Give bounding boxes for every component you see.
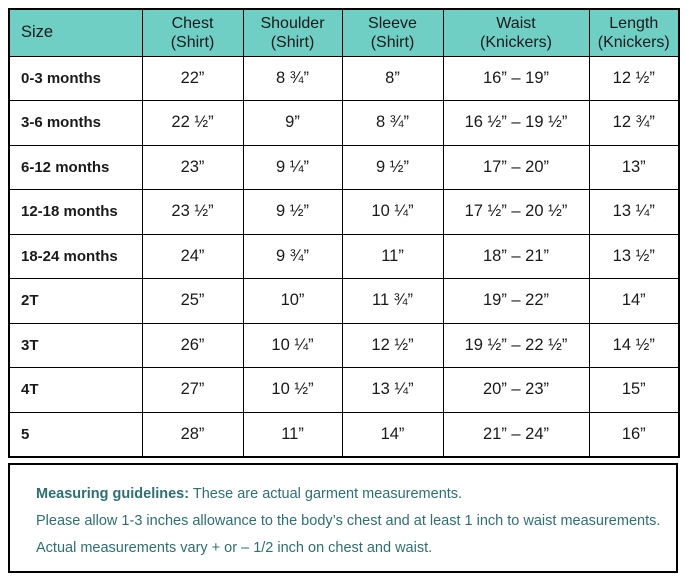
sleeve-cell: 11”: [341, 233, 444, 279]
sleeve-cell: 14”: [341, 411, 444, 457]
chest-cell: 24”: [141, 233, 244, 279]
size-table-body: 0-3 months 22” 8 ¾” 8” 16” – 19” 12 ½” 3…: [8, 55, 680, 457]
size-cell: 2T: [8, 278, 143, 324]
column-header-size: Size: [8, 8, 143, 57]
table-row: 3T 26” 10 ¼” 12 ½” 19 ½” – 22 ½” 14 ½”: [8, 322, 680, 368]
size-cell: 18-24 months: [8, 233, 143, 279]
sleeve-cell: 12 ½”: [341, 322, 444, 368]
length-cell: 12 ¾”: [588, 100, 680, 146]
length-cell: 16”: [588, 411, 680, 457]
chest-cell: 23”: [141, 144, 244, 190]
sleeve-cell: 11 ¾”: [341, 278, 444, 324]
length-cell: 14 ½”: [588, 322, 680, 368]
table-row: 0-3 months 22” 8 ¾” 8” 16” – 19” 12 ½”: [8, 55, 680, 101]
waist-cell: 19 ½” – 22 ½”: [442, 322, 590, 368]
waist-cell: 21” – 24”: [442, 411, 590, 457]
header-row: Size Chest (Shirt) Shoulder (Shirt) Slee…: [8, 8, 680, 57]
waist-cell: 17 ½” – 20 ½”: [442, 189, 590, 235]
column-subtitle: (Knickers): [597, 33, 670, 51]
table-row: 3-6 months 22 ½” 9” 8 ¾” 16 ½” – 19 ½” 1…: [8, 100, 680, 146]
shoulder-cell: 11”: [242, 411, 343, 457]
length-cell: 13 ¼”: [588, 189, 680, 235]
guidelines-line-1: Measuring guidelines: These are actual g…: [36, 481, 668, 508]
column-title: Waist: [496, 14, 536, 32]
column-header-waist: Waist (Knickers): [442, 8, 590, 57]
chest-cell: 22 ½”: [141, 100, 244, 146]
size-chart-table: Size Chest (Shirt) Shoulder (Shirt) Slee…: [8, 8, 680, 458]
size-cell: 4T: [8, 367, 143, 413]
measuring-guidelines-box: Measuring guidelines: These are actual g…: [8, 462, 678, 573]
column-title: Sleeve: [368, 14, 417, 32]
table-row: 4T 27” 10 ½” 13 ¼” 20” – 23” 15”: [8, 367, 680, 413]
table-row: 2T 25” 10” 11 ¾” 19” – 22” 14”: [8, 278, 680, 324]
size-cell: 3T: [8, 322, 143, 368]
shoulder-cell: 8 ¾”: [242, 55, 343, 101]
sleeve-cell: 9 ½”: [341, 144, 444, 190]
length-cell: 12 ½”: [588, 55, 680, 101]
length-cell: 13”: [588, 144, 680, 190]
waist-cell: 19” – 22”: [442, 278, 590, 324]
length-cell: 14”: [588, 278, 680, 324]
sleeve-cell: 8 ¾”: [341, 100, 444, 146]
table-row: 5 28” 11” 14” 21” – 24” 16”: [8, 411, 680, 457]
column-subtitle: (Knickers): [479, 33, 552, 51]
guidelines-heading: Measuring guidelines:: [36, 485, 190, 502]
length-cell: 13 ½”: [588, 233, 680, 279]
size-cell: 3-6 months: [8, 100, 143, 146]
guidelines-text-1: These are actual garment measurements.: [192, 485, 463, 502]
guidelines-line-3: Actual measurements vary + or – 1/2 inch…: [36, 539, 433, 556]
waist-cell: 16” – 19”: [442, 55, 590, 101]
shoulder-cell: 10”: [242, 278, 343, 324]
size-cell: 12-18 months: [8, 189, 143, 235]
column-header-length: Length (Knickers): [588, 8, 680, 57]
column-subtitle: (Shirt): [270, 33, 315, 51]
shoulder-cell: 9 ¾”: [242, 233, 343, 279]
sleeve-cell: 10 ¼”: [341, 189, 444, 235]
chest-cell: 27”: [141, 367, 244, 413]
chest-cell: 23 ½”: [141, 189, 244, 235]
waist-cell: 17” – 20”: [442, 144, 590, 190]
chest-cell: 25”: [141, 278, 244, 324]
chest-cell: 26”: [141, 322, 244, 368]
waist-cell: 16 ½” – 19 ½”: [442, 100, 590, 146]
length-cell: 15”: [588, 367, 680, 413]
guidelines-line-2: Please allow 1-3 inches allowance to the…: [36, 512, 661, 529]
waist-cell: 20” – 23”: [442, 367, 590, 413]
column-header-sleeve: Sleeve (Shirt): [341, 8, 444, 57]
table-row: 12-18 months 23 ½” 9 ½” 10 ¼” 17 ½” – 20…: [8, 189, 680, 235]
sleeve-cell: 13 ¼”: [341, 367, 444, 413]
shoulder-cell: 10 ½”: [242, 367, 343, 413]
shoulder-cell: 10 ¼”: [242, 322, 343, 368]
waist-cell: 18” – 21”: [442, 233, 590, 279]
column-title: Length: [609, 14, 659, 32]
column-subtitle: (Shirt): [370, 33, 415, 51]
size-cell: 6-12 months: [8, 144, 143, 190]
column-subtitle: (Shirt): [170, 33, 215, 51]
column-header-shoulder: Shoulder (Shirt): [242, 8, 343, 57]
sleeve-cell: 8”: [341, 55, 444, 101]
table-row: 6-12 months 23” 9 ¼” 9 ½” 17” – 20” 13”: [8, 144, 680, 190]
column-title: Shoulder: [260, 14, 325, 32]
size-cell: 0-3 months: [8, 55, 143, 101]
shoulder-cell: 9”: [242, 100, 343, 146]
shoulder-cell: 9 ¼”: [242, 144, 343, 190]
column-title: Chest: [171, 14, 214, 32]
chest-cell: 22”: [141, 55, 244, 101]
chest-cell: 28”: [141, 411, 244, 457]
table-header: Size Chest (Shirt) Shoulder (Shirt) Slee…: [8, 8, 680, 57]
size-cell: 5: [8, 411, 143, 457]
column-title: Size: [21, 22, 54, 41]
column-header-chest: Chest (Shirt): [141, 8, 244, 57]
shoulder-cell: 9 ½”: [242, 189, 343, 235]
table-row: 18-24 months 24” 9 ¾” 11” 18” – 21” 13 ½…: [8, 233, 680, 279]
